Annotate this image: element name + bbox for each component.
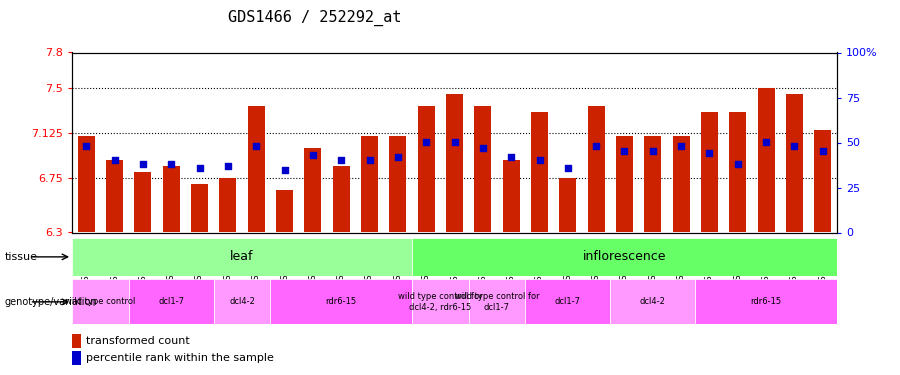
Bar — [213, 279, 270, 324]
Bar — [72, 279, 129, 324]
Bar — [588, 106, 605, 232]
Point — [164, 161, 178, 167]
Bar — [474, 106, 491, 232]
Text: GDS1466 / 252292_at: GDS1466 / 252292_at — [229, 10, 401, 26]
Bar — [361, 136, 378, 232]
Bar — [644, 136, 662, 232]
Text: dcl4-2: dcl4-2 — [230, 297, 255, 306]
Bar — [616, 136, 633, 232]
Bar — [129, 279, 213, 324]
Text: tissue: tissue — [4, 252, 38, 262]
Point — [475, 145, 490, 151]
Point — [788, 143, 802, 149]
Bar — [270, 279, 412, 324]
Point — [731, 161, 745, 167]
Bar — [220, 178, 237, 232]
Bar — [526, 279, 610, 324]
Bar — [276, 190, 293, 232]
Bar — [531, 112, 548, 232]
Point — [249, 143, 264, 149]
Bar — [77, 136, 94, 232]
Bar — [412, 238, 837, 276]
Point — [447, 140, 462, 146]
Point — [617, 148, 632, 154]
Point — [306, 152, 320, 158]
Point — [815, 148, 830, 154]
Bar — [696, 279, 837, 324]
Text: wild type control: wild type control — [65, 297, 136, 306]
Bar — [503, 160, 519, 232]
Text: transformed count: transformed count — [86, 336, 190, 346]
Bar — [248, 106, 265, 232]
Point — [504, 154, 518, 160]
Point — [532, 158, 546, 164]
Bar — [418, 106, 435, 232]
Bar — [163, 166, 180, 232]
Text: inflorescence: inflorescence — [583, 251, 666, 263]
Text: percentile rank within the sample: percentile rank within the sample — [86, 353, 274, 363]
Text: wild type control for
dcl4-2, rdr6-15: wild type control for dcl4-2, rdr6-15 — [398, 292, 482, 312]
Bar — [191, 184, 208, 232]
Bar — [701, 112, 718, 232]
Bar — [304, 148, 321, 232]
Point — [277, 166, 292, 172]
Point — [363, 158, 377, 164]
Point — [674, 143, 688, 149]
Bar — [446, 94, 463, 232]
Bar — [559, 178, 576, 232]
Point — [220, 163, 235, 169]
Point — [79, 143, 94, 149]
Bar — [469, 279, 526, 324]
Bar — [672, 136, 689, 232]
Point — [645, 148, 660, 154]
Bar — [390, 136, 406, 232]
Point — [193, 165, 207, 171]
Point — [589, 143, 603, 149]
Point — [561, 165, 575, 171]
Bar — [729, 112, 746, 232]
Bar — [758, 88, 775, 232]
Text: dcl1-7: dcl1-7 — [554, 297, 580, 306]
Text: dcl4-2: dcl4-2 — [640, 297, 666, 306]
Bar — [72, 238, 412, 276]
Bar — [333, 166, 350, 232]
Bar — [786, 94, 803, 232]
Bar — [610, 279, 696, 324]
Bar — [72, 334, 81, 348]
Point — [419, 140, 434, 146]
Point — [107, 158, 122, 164]
Text: dcl1-7: dcl1-7 — [158, 297, 184, 306]
Text: wild type control for
dcl1-7: wild type control for dcl1-7 — [454, 292, 539, 312]
Bar — [72, 351, 81, 364]
Text: leaf: leaf — [230, 251, 254, 263]
Text: rdr6-15: rdr6-15 — [751, 297, 782, 306]
Bar — [134, 172, 151, 232]
Point — [759, 140, 773, 146]
Point — [334, 158, 348, 164]
Bar — [412, 279, 469, 324]
Point — [702, 150, 716, 156]
Point — [136, 161, 150, 167]
Bar — [106, 160, 123, 232]
Bar — [814, 130, 832, 232]
Text: rdr6-15: rdr6-15 — [326, 297, 356, 306]
Text: genotype/variation: genotype/variation — [4, 297, 97, 307]
Point — [391, 154, 405, 160]
